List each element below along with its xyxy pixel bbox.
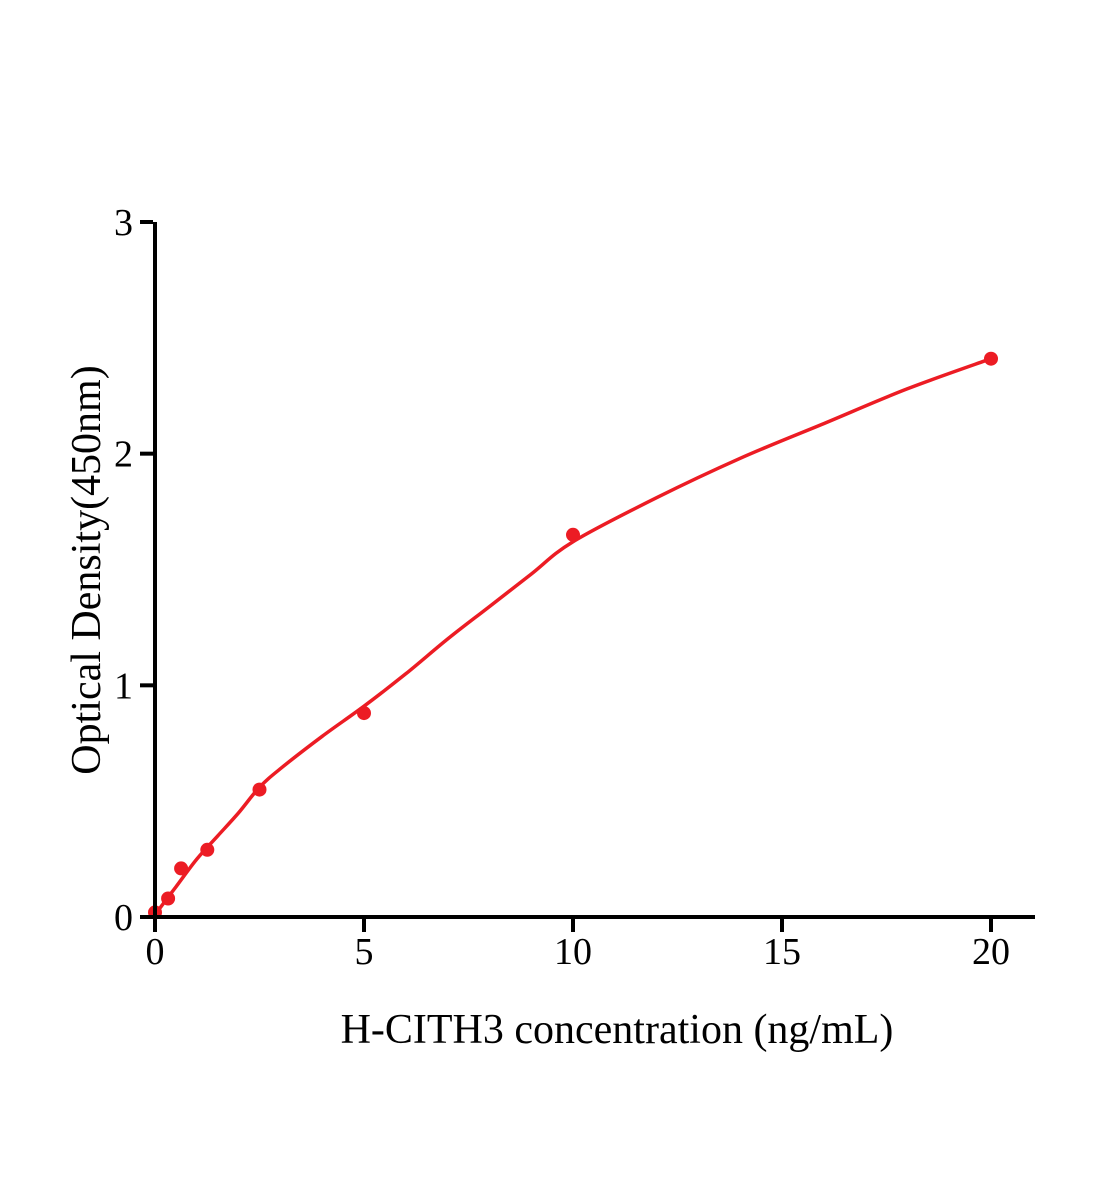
x-tick-label: 20 [972,931,1010,973]
x-tick-label: 15 [763,931,801,973]
data-point [252,782,267,797]
axes-layer [153,222,1035,919]
data-point [174,861,189,876]
y-tick-label: 1 [114,665,133,707]
data-point [161,891,176,906]
x-tick-label: 5 [355,931,374,973]
data-point [984,351,998,366]
data-point [357,706,371,721]
fit-curve [153,356,993,917]
data-point [200,842,215,857]
y-tick-label: 2 [114,434,133,476]
x-tick-label: 0 [146,931,165,973]
y-axis-title: Optical Density(450nm) [64,365,110,774]
data-point [566,527,580,542]
tick-layer: 0 5 10 15 20 0 1 2 3 [114,202,1010,973]
y-tick-label: 0 [114,897,133,939]
x-tick-label: 10 [554,931,592,973]
x-axis-title: H-CITH3 concentration (ng/mL) [341,1007,894,1053]
y-tick-label: 3 [114,202,133,244]
